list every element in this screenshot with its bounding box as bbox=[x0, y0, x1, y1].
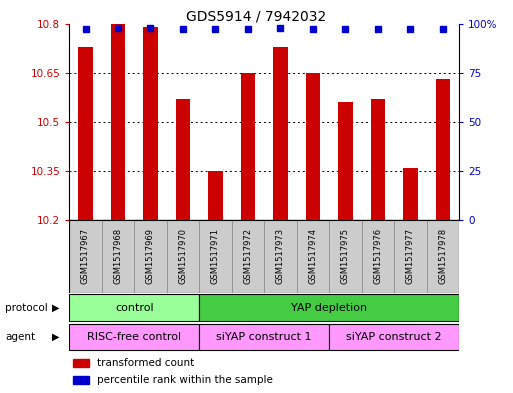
Text: RISC-free control: RISC-free control bbox=[87, 332, 181, 342]
FancyBboxPatch shape bbox=[102, 220, 134, 293]
FancyBboxPatch shape bbox=[69, 324, 199, 350]
Text: GSM1517967: GSM1517967 bbox=[81, 228, 90, 285]
Text: ▶: ▶ bbox=[51, 332, 59, 342]
Bar bbox=[403, 168, 418, 220]
Text: transformed count: transformed count bbox=[96, 358, 194, 368]
Text: protocol: protocol bbox=[5, 303, 48, 312]
Text: GSM1517970: GSM1517970 bbox=[179, 228, 187, 285]
Text: GSM1517978: GSM1517978 bbox=[439, 228, 447, 285]
Text: YAP depletion: YAP depletion bbox=[291, 303, 367, 312]
FancyBboxPatch shape bbox=[199, 324, 329, 350]
Text: ▶: ▶ bbox=[51, 303, 59, 312]
FancyBboxPatch shape bbox=[427, 220, 459, 293]
Bar bbox=[73, 359, 89, 367]
FancyBboxPatch shape bbox=[167, 220, 199, 293]
Text: GSM1517972: GSM1517972 bbox=[244, 228, 252, 285]
Text: GSM1517975: GSM1517975 bbox=[341, 228, 350, 285]
Text: agent: agent bbox=[5, 332, 35, 342]
Text: control: control bbox=[115, 303, 153, 312]
FancyBboxPatch shape bbox=[199, 294, 459, 321]
Bar bbox=[436, 79, 450, 220]
Bar bbox=[306, 73, 320, 220]
Text: GDS5914 / 7942032: GDS5914 / 7942032 bbox=[186, 10, 327, 24]
Text: GSM1517976: GSM1517976 bbox=[373, 228, 382, 285]
Text: GSM1517971: GSM1517971 bbox=[211, 228, 220, 285]
FancyBboxPatch shape bbox=[329, 220, 362, 293]
Bar bbox=[73, 376, 89, 384]
Text: GSM1517969: GSM1517969 bbox=[146, 228, 155, 285]
Bar bbox=[338, 102, 353, 220]
FancyBboxPatch shape bbox=[394, 220, 427, 293]
Text: GSM1517968: GSM1517968 bbox=[113, 228, 123, 285]
Text: GSM1517977: GSM1517977 bbox=[406, 228, 415, 285]
FancyBboxPatch shape bbox=[199, 220, 232, 293]
Text: siYAP construct 1: siYAP construct 1 bbox=[216, 332, 312, 342]
FancyBboxPatch shape bbox=[232, 220, 264, 293]
Bar bbox=[370, 99, 385, 220]
FancyBboxPatch shape bbox=[329, 324, 459, 350]
Text: GSM1517973: GSM1517973 bbox=[276, 228, 285, 285]
FancyBboxPatch shape bbox=[134, 220, 167, 293]
FancyBboxPatch shape bbox=[297, 220, 329, 293]
FancyBboxPatch shape bbox=[69, 294, 199, 321]
Bar bbox=[78, 46, 93, 220]
Bar bbox=[208, 171, 223, 220]
Bar bbox=[241, 73, 255, 220]
FancyBboxPatch shape bbox=[69, 220, 102, 293]
FancyBboxPatch shape bbox=[264, 220, 297, 293]
Text: siYAP construct 2: siYAP construct 2 bbox=[346, 332, 442, 342]
Bar bbox=[175, 99, 190, 220]
Text: percentile rank within the sample: percentile rank within the sample bbox=[96, 375, 272, 385]
Bar bbox=[143, 27, 158, 220]
Text: GSM1517974: GSM1517974 bbox=[308, 228, 318, 285]
Bar bbox=[273, 46, 288, 220]
Bar bbox=[111, 24, 125, 220]
FancyBboxPatch shape bbox=[362, 220, 394, 293]
